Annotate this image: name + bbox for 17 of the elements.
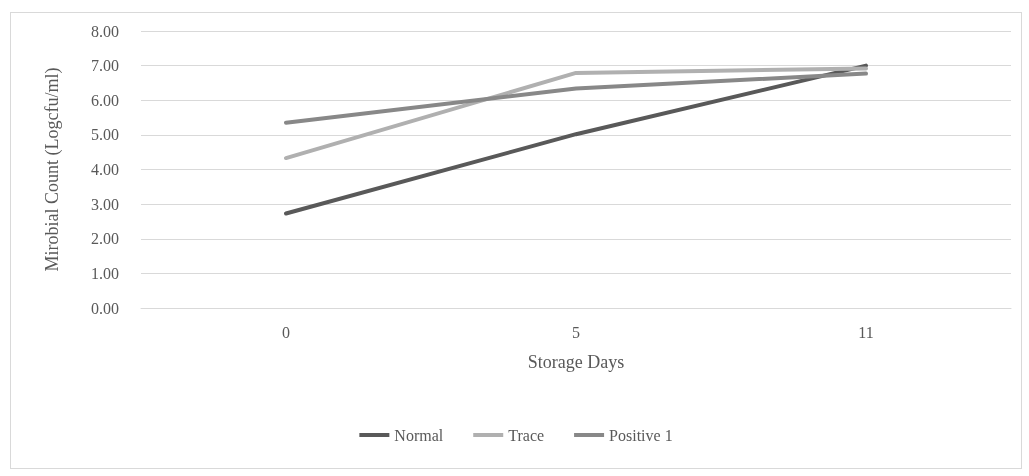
y-tick-label: 5.00: [91, 126, 119, 144]
y-tick-label: 8.00: [91, 22, 119, 40]
legend-label: Positive 1: [609, 426, 673, 444]
y-tick-label: 1.00: [91, 264, 119, 282]
legend-label: Trace: [508, 426, 545, 444]
y-axis-title: Mirobial Count (Logcfu/ml): [42, 67, 63, 272]
y-tick-label: 4.00: [91, 161, 119, 178]
y-tick-label: 6.00: [91, 91, 119, 109]
legend-label: Normal: [394, 426, 444, 444]
y-tick-label: 0.00: [91, 299, 119, 317]
y-tick-label: 3.00: [91, 195, 119, 213]
x-tick-label: 11: [858, 323, 874, 341]
x-tick-label: 0: [282, 323, 290, 341]
x-axis-title: Storage Days: [527, 352, 625, 372]
x-tick-label: 5: [572, 323, 580, 341]
y-tick-label: 2.00: [91, 230, 119, 248]
y-tick-label: 7.00: [91, 57, 119, 75]
